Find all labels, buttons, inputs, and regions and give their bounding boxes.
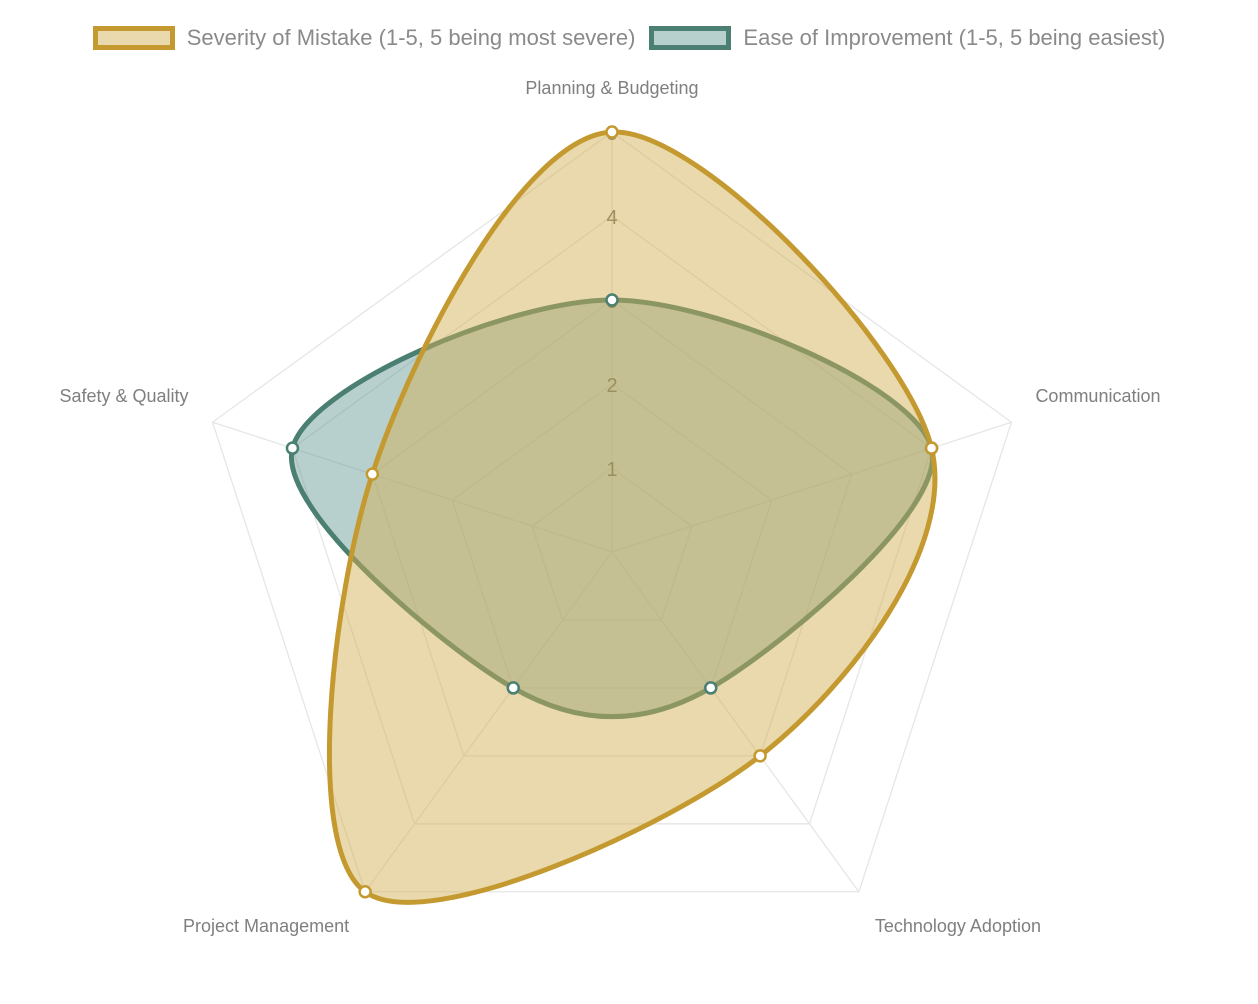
legend-swatch-severity: [92, 26, 175, 50]
grid-ring-4: [291, 215, 933, 825]
data-point-ease-3: [703, 681, 718, 695]
r-tick-label-1: 1: [606, 459, 617, 481]
axis-label-5: Safety & Quality: [59, 386, 188, 406]
grid-spoke-5: [212, 421, 613, 553]
grid-ring-3: [371, 299, 853, 757]
legend-item-severity[interactable]: Severity of Mistake (1-5, 5 being most s…: [92, 25, 636, 51]
axis-label-2: Communication: [1035, 386, 1160, 406]
legend-label-ease: Ease of Improvement (1-5, 5 being easies…: [743, 25, 1166, 50]
series-area-ease: [288, 297, 936, 720]
grid-spoke-4: [364, 551, 613, 893]
axis-label-3: Technology Adoption: [875, 916, 1041, 936]
data-point-severity-1: [605, 125, 619, 139]
data-point-severity-3: [753, 749, 767, 763]
data-point-severity-2: [924, 441, 939, 455]
data-point-severity-5: [365, 467, 380, 481]
grid-spoke-3: [611, 551, 860, 893]
legend: Severity of Mistake (1-5, 5 being most s…: [0, 18, 1258, 58]
legend-item-ease[interactable]: Ease of Improvement (1-5, 5 being easies…: [649, 25, 1165, 51]
data-point-ease-5: [285, 441, 300, 455]
grid-spoke-2: [611, 421, 1012, 553]
legend-swatch-ease: [649, 26, 732, 50]
data-point-ease-1: [605, 293, 619, 307]
grid-ring-1: [531, 467, 693, 621]
axis-label-4: Project Management: [183, 916, 349, 936]
axis-label-1: Planning & Budgeting: [525, 78, 698, 98]
series-area-severity: [326, 129, 938, 905]
grid-ring-5: [211, 131, 1013, 893]
data-point-severity-4: [358, 885, 372, 899]
data-point-ease-4: [506, 681, 521, 695]
legend-label-severity: Severity of Mistake (1-5, 5 being most s…: [186, 25, 636, 50]
r-tick-label-4: 4: [606, 207, 617, 229]
r-tick-label-2: 2: [606, 375, 617, 397]
grid-ring-2: [451, 383, 773, 689]
